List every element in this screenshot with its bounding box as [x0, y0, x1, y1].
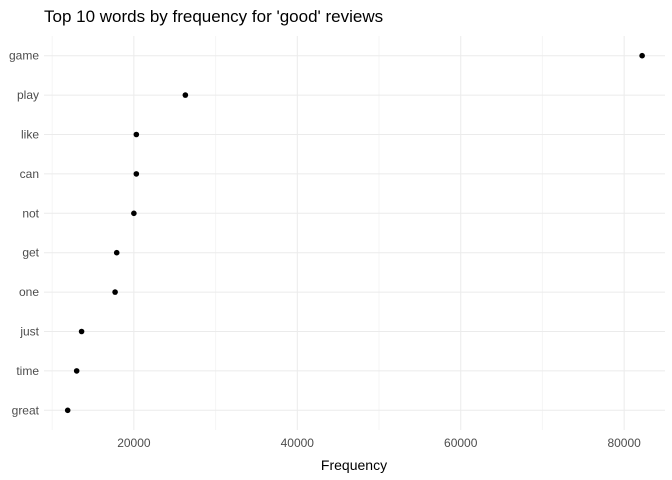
x-tick-label: 20000	[117, 436, 151, 450]
data-point-great	[64, 407, 71, 414]
data-points	[64, 52, 645, 414]
y-axis: game play like can not get one just time great	[9, 49, 40, 418]
data-point-time	[73, 368, 80, 374]
x-tick-label: 60000	[444, 436, 478, 450]
x-axis: 20000 40000 60000 80000	[117, 436, 641, 450]
data-point-just	[78, 328, 85, 335]
y-tick-label: like	[21, 128, 39, 142]
data-point-not	[131, 210, 137, 217]
data-point-one	[112, 289, 118, 295]
y-tick-label: just	[19, 325, 39, 339]
x-tick-label: 40000	[281, 436, 315, 450]
y-tick-label: play	[17, 88, 39, 102]
grid	[44, 36, 665, 430]
data-point-play	[182, 92, 189, 98]
y-tick-label: time	[16, 364, 39, 378]
x-axis-label: Frequency	[321, 457, 387, 473]
x-tick-label: 80000	[607, 436, 641, 450]
y-tick-label: not	[22, 206, 39, 220]
data-point-can	[133, 171, 140, 177]
chart-title: Top 10 words by frequency for 'good' rev…	[44, 7, 383, 26]
y-tick-label: can	[20, 167, 39, 181]
y-tick-label: get	[22, 246, 39, 260]
data-point-game	[639, 52, 645, 59]
data-point-like	[133, 131, 140, 138]
data-point-get	[113, 249, 120, 256]
y-tick-label: great	[12, 403, 40, 417]
y-tick-label: one	[19, 285, 39, 299]
y-tick-label: game	[9, 49, 39, 63]
